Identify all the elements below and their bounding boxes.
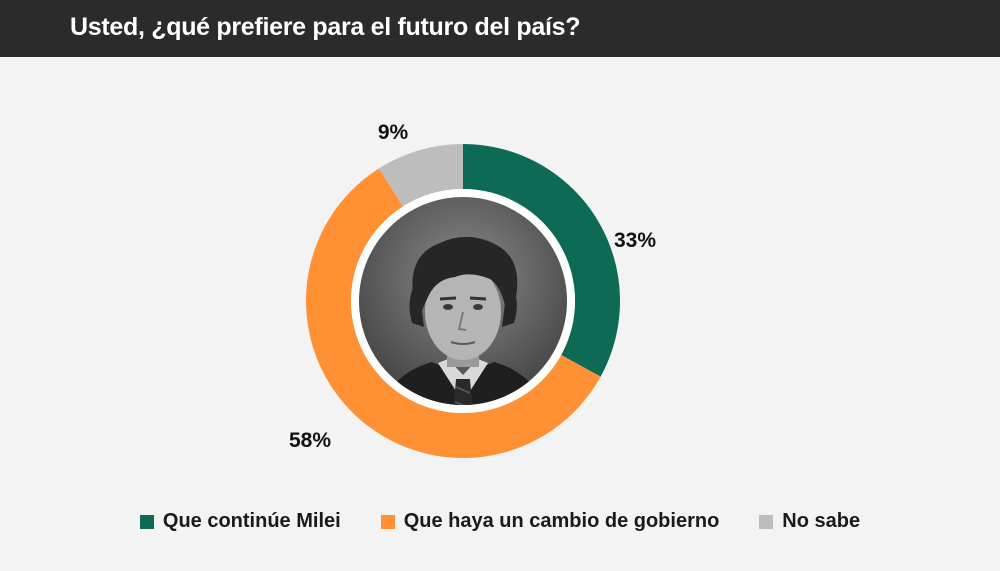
legend-item-unsure: No sabe bbox=[759, 510, 860, 533]
legend-label-unsure: No sabe bbox=[782, 510, 861, 532]
slice-unsure bbox=[378, 144, 463, 207]
legend-swatch-change bbox=[380, 514, 395, 529]
slice-continue bbox=[463, 144, 620, 377]
legend-label-continue: Que continúe Milei bbox=[162, 510, 341, 532]
donut-chart: 33% 58% 9% bbox=[289, 121, 656, 459]
legend-label-change: Que haya un cambio de gobierno bbox=[403, 510, 720, 532]
chart-area: 33% 58% 9% Que continúe Milei Que haya un … bbox=[0, 57, 1000, 571]
legend-swatch-unsure bbox=[759, 514, 774, 529]
donut-slices bbox=[305, 144, 620, 459]
legend-item-change: Que haya un cambio de gobierno bbox=[380, 510, 720, 533]
slice-change bbox=[305, 168, 601, 459]
legend-swatch-continue bbox=[139, 514, 154, 529]
data-label-change: 58% bbox=[289, 429, 331, 452]
portrait-photo bbox=[359, 197, 567, 405]
title-bar: Usted, ¿qué prefiere para el futuro del … bbox=[0, 0, 1000, 57]
data-label-continue: 33% bbox=[614, 229, 656, 252]
data-labels: 33% 58% 9% bbox=[289, 121, 656, 452]
chart-title: Usted, ¿qué prefiere para el futuro del … bbox=[70, 13, 581, 41]
legend-item-continue: Que continúe Milei bbox=[139, 510, 341, 533]
data-label-unsure: 9% bbox=[378, 121, 409, 144]
legend: Que continúe Milei Que haya un cambio de… bbox=[0, 510, 1000, 533]
